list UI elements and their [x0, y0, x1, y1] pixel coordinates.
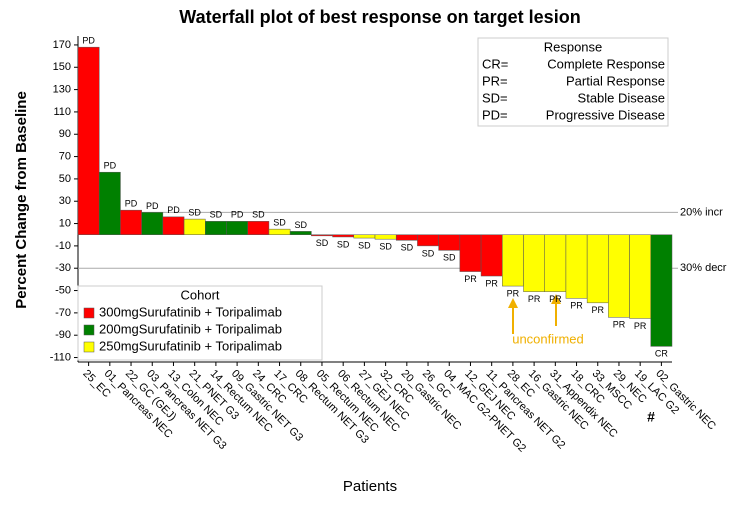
bar [311, 234, 333, 237]
x-axis-title: Patients [343, 478, 397, 495]
legend-key: SD= [482, 90, 508, 105]
response-label: SD [401, 243, 414, 253]
y-tick-label: 50 [59, 173, 71, 185]
bar [438, 234, 461, 251]
bar [353, 234, 376, 239]
bar [586, 234, 609, 304]
legend-label: Stable Disease [578, 90, 665, 105]
bar [650, 234, 673, 347]
bar [162, 216, 185, 235]
response-label: SD [210, 210, 223, 220]
legend-label: 300mgSurufatinib + Toripalimab [99, 304, 282, 319]
y-tick-label: -70 [55, 307, 71, 319]
response-label: PR [528, 294, 541, 304]
response-label: SD [443, 253, 456, 263]
response-label: SD [316, 238, 329, 248]
bar [183, 218, 206, 235]
legend-box [77, 285, 323, 361]
response-label: SD [337, 239, 350, 249]
y-tick-label: 130 [53, 83, 71, 95]
y-tick-label: 170 [53, 39, 71, 51]
response-label: PD [125, 199, 138, 209]
bar [417, 234, 439, 247]
bar [502, 234, 524, 287]
bar [374, 234, 397, 240]
bar [268, 228, 291, 235]
legend-title: Response [544, 39, 603, 54]
y-tick-label: 150 [53, 61, 71, 73]
bar [480, 234, 503, 277]
bar [629, 234, 652, 319]
bar [395, 234, 418, 241]
bar [523, 234, 545, 292]
response-label: PD [167, 205, 180, 215]
response-label: PR [549, 294, 562, 304]
legend-label: 200mgSurufatinib + Toripalimab [99, 321, 282, 336]
legend-swatch [83, 324, 95, 336]
response-label: SD [294, 220, 307, 230]
legend-label: Progressive Disease [546, 107, 665, 122]
response-label: PR [485, 278, 498, 288]
response-label: SD [358, 240, 371, 250]
response-label: SD [252, 210, 265, 220]
bar [98, 171, 121, 235]
annotation: unconfirmed [512, 331, 584, 346]
response-label: PR [507, 288, 520, 298]
legend-box [477, 37, 669, 127]
bar [565, 234, 588, 299]
response-label: PR [591, 305, 604, 315]
bar [459, 234, 482, 272]
reference-label: 30% decr [680, 262, 727, 274]
legend-key: CR= [482, 56, 508, 71]
response-label: PR [613, 320, 626, 330]
response-label: PD [146, 201, 159, 211]
bar [608, 234, 630, 318]
arrow-head [551, 294, 561, 304]
y-axis-title: Percent Change from Baseline [13, 91, 30, 309]
y-tick-label: -10 [55, 240, 71, 252]
response-label: PD [82, 36, 95, 46]
response-label: SD [422, 248, 435, 258]
legend-swatch [83, 341, 95, 353]
bar [226, 221, 248, 235]
response-label: SD [273, 218, 286, 228]
y-tick-label: -110 [50, 351, 71, 363]
bar [247, 221, 270, 235]
bar [205, 221, 227, 235]
y-tick-label: 30 [59, 195, 71, 207]
bar [544, 234, 567, 292]
bar [289, 231, 312, 235]
response-label: PR [634, 321, 647, 331]
y-tick-label: -50 [55, 284, 71, 296]
y-tick-label: 70 [59, 150, 71, 162]
y-tick-label: 90 [59, 128, 71, 140]
response-label: CR [655, 349, 668, 359]
legend-swatch [83, 307, 95, 319]
legend-label: Partial Response [566, 73, 665, 88]
response-label: PD [104, 161, 117, 171]
response-label: PR [464, 274, 477, 284]
response-label: SD [379, 242, 392, 252]
response-label: PR [570, 301, 583, 311]
arrow-head [508, 298, 518, 308]
reference-label: 20% incr [680, 206, 723, 218]
bar [77, 46, 100, 235]
chart-title: Waterfall plot of best response on targe… [179, 7, 580, 27]
legend-label: Complete Response [547, 56, 665, 71]
bar [120, 209, 142, 235]
legend-key: PD= [482, 107, 508, 122]
legend-key: PR= [482, 73, 508, 88]
response-label: SD [188, 207, 201, 217]
y-tick-label: -90 [55, 329, 71, 341]
bar [332, 234, 355, 238]
legend-title: Cohort [180, 287, 219, 302]
y-tick-label: 110 [53, 106, 71, 118]
y-tick-label: 10 [59, 217, 71, 229]
response-label: PD [231, 210, 244, 220]
annotation: # [647, 409, 655, 425]
legend-label: 250mgSurufatinib + Toripalimab [99, 338, 282, 353]
bar [141, 212, 164, 235]
y-tick-label: -30 [55, 262, 71, 274]
